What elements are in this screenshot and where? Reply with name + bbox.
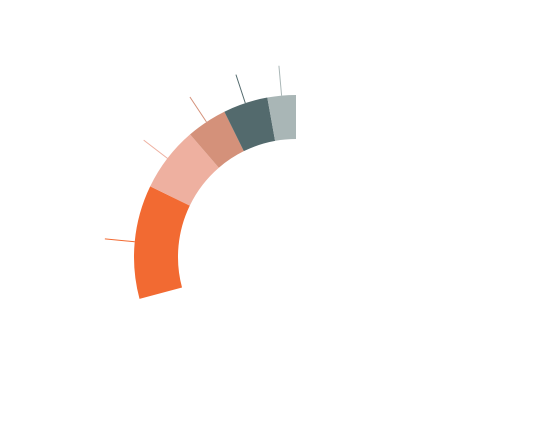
chart-slice-4 (224, 97, 276, 152)
chart-leader-lines (104, 65, 283, 243)
leader-line-5 (278, 65, 283, 96)
chart-slices (134, 95, 296, 299)
chart-slice-5 (267, 95, 296, 141)
chart-slice-2 (150, 134, 219, 206)
leader-line-4 (235, 74, 246, 104)
chart-slice-3 (190, 111, 244, 168)
leader-line-2 (143, 139, 168, 159)
leader-line-1 (104, 238, 135, 243)
chart-slice-1 (134, 186, 190, 299)
leader-line-3 (189, 96, 207, 123)
